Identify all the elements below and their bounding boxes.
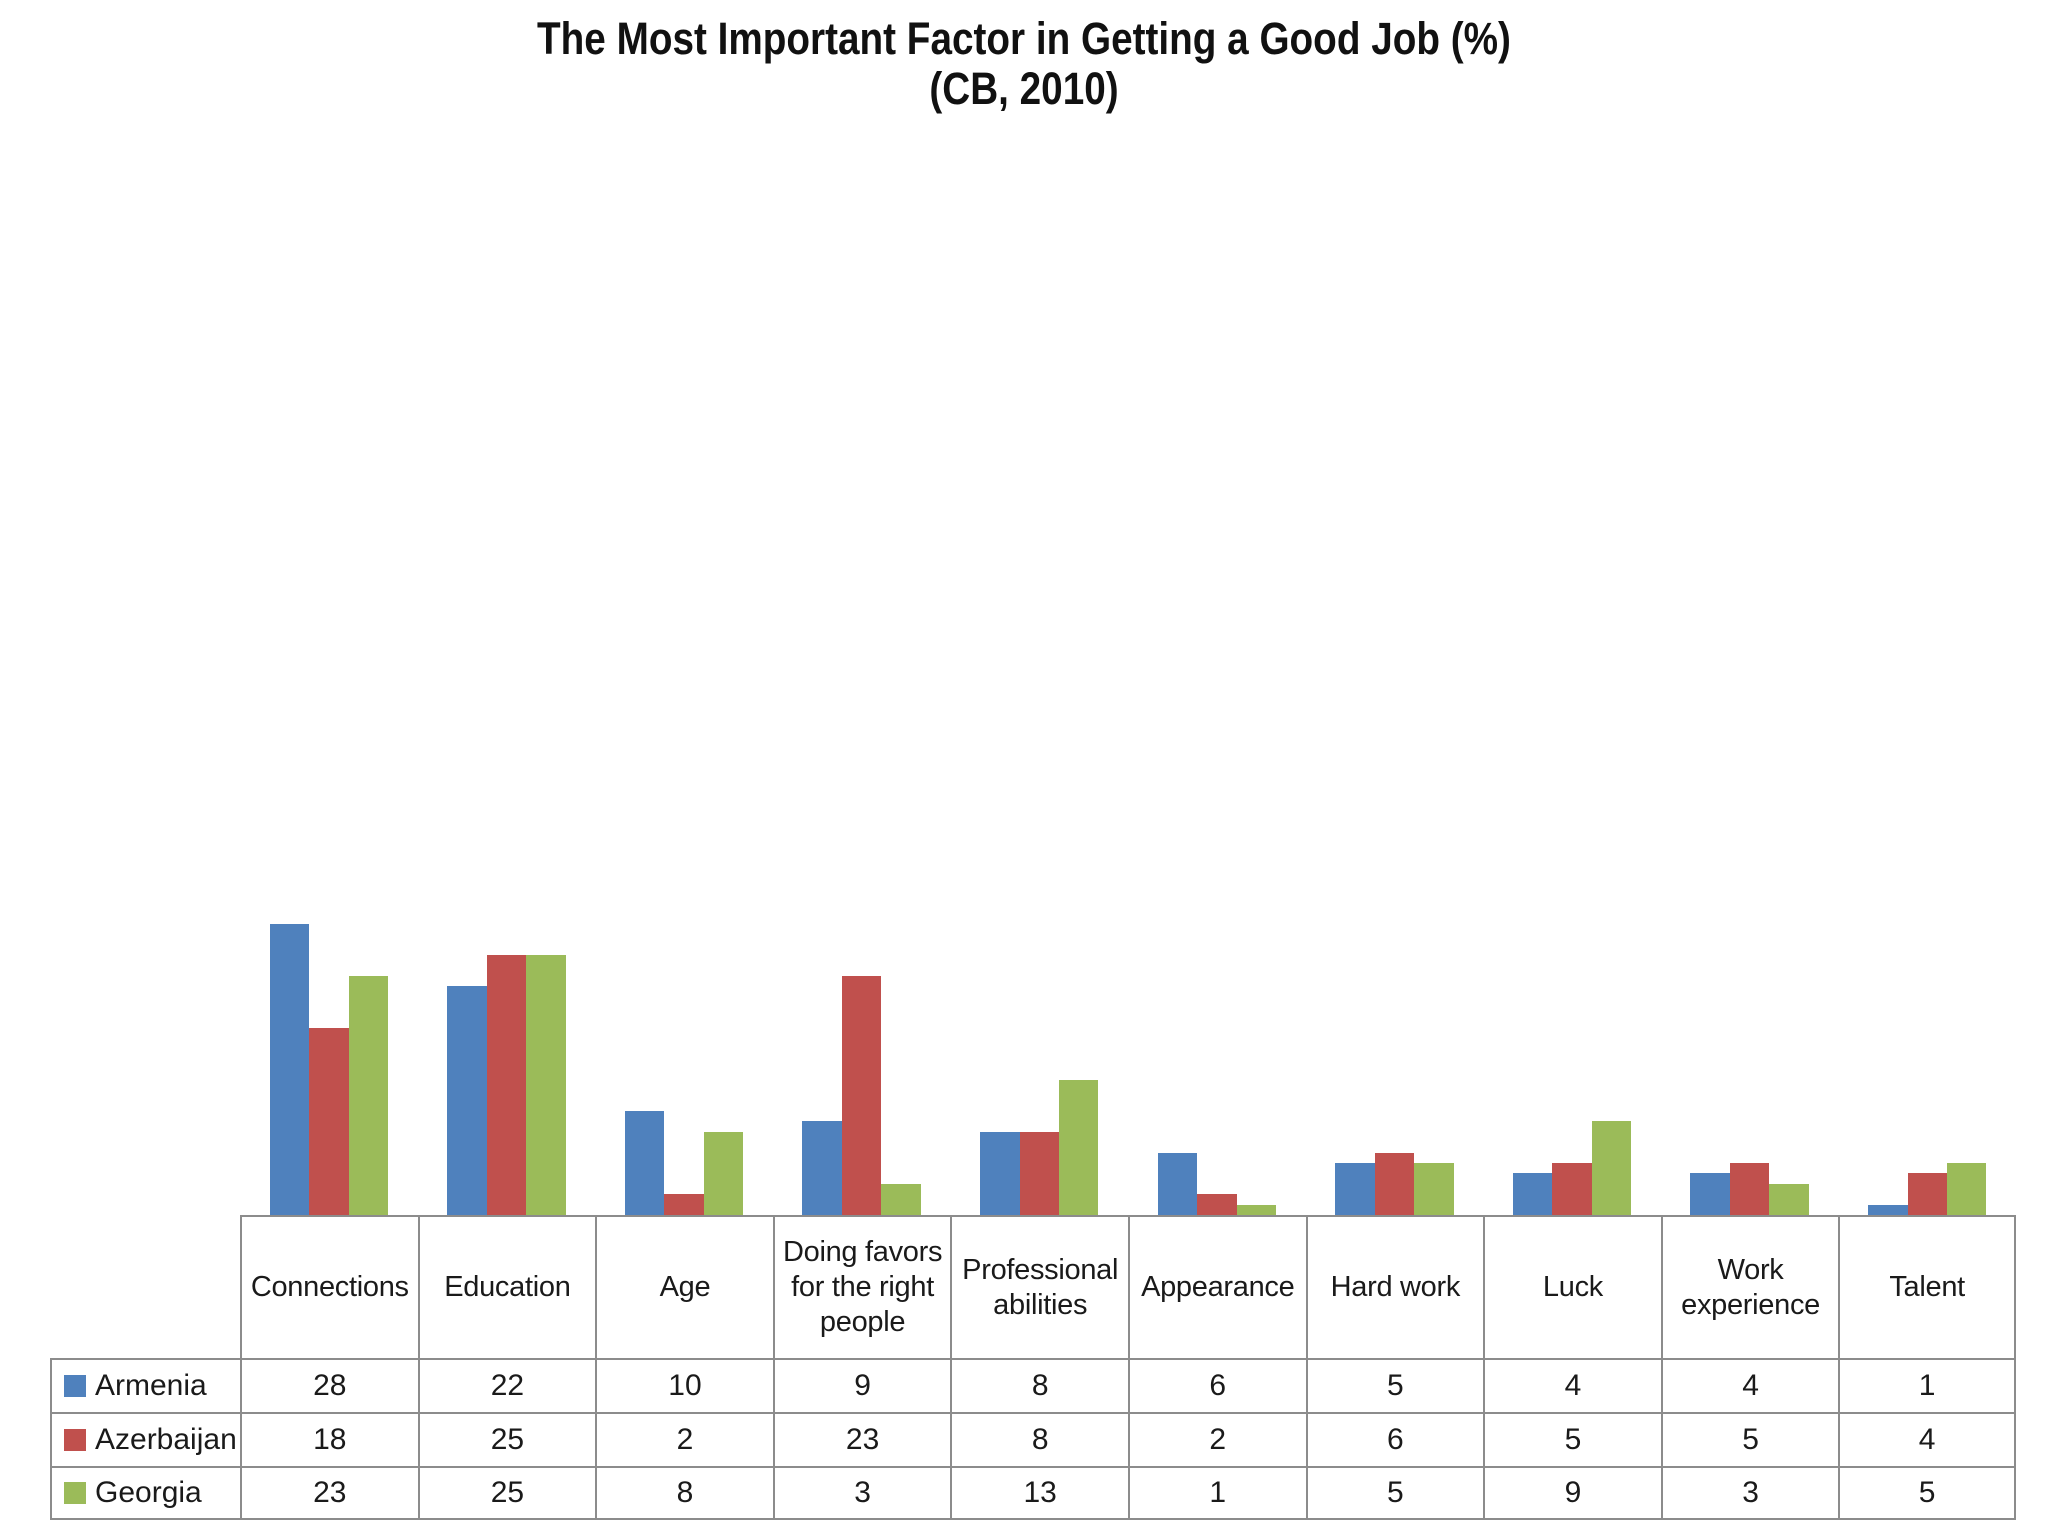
value-azerbaijan-appearance: 2 xyxy=(1127,1412,1306,1466)
bar-azerbaijan-education xyxy=(486,955,527,1215)
bar-azerbaijan-talent xyxy=(1907,1173,1947,1215)
azerbaijan-legend-swatch-icon xyxy=(64,1429,86,1451)
column-header-work-experience: Work experience xyxy=(1660,1215,1839,1358)
bar-azerbaijan-doing-favors-for-the-right-people xyxy=(841,975,882,1215)
value-georgia-luck: 9 xyxy=(1483,1466,1661,1520)
bar-azerbaijan-work-experience xyxy=(1729,1163,1770,1215)
column-header-doing-favors-for-the-right-people: Doing favors for the right people xyxy=(772,1215,951,1358)
bar-georgia-hard-work xyxy=(1414,1163,1454,1215)
bar-georgia-doing-favors-for-the-right-people xyxy=(881,1183,921,1215)
legend-label-armenia: Armenia xyxy=(95,1369,207,1402)
bar-armenia-age xyxy=(624,1111,665,1215)
bar-armenia-talent xyxy=(1868,1204,1908,1215)
bar-azerbaijan-appearance xyxy=(1197,1194,1237,1215)
table-corner-cell xyxy=(50,1215,240,1358)
value-georgia-talent: 5 xyxy=(1838,1466,2016,1520)
bar-georgia-talent xyxy=(1946,1163,1987,1215)
value-armenia-connections: 28 xyxy=(240,1358,418,1412)
bar-armenia-doing-favors-for-the-right-people xyxy=(802,1121,842,1215)
bar-georgia-education xyxy=(526,955,566,1215)
legend-cell-azerbaijan: Azerbaijan xyxy=(50,1412,240,1466)
value-azerbaijan-age: 2 xyxy=(595,1412,773,1466)
bar-azerbaijan-age xyxy=(664,1194,704,1215)
value-georgia-work-experience: 3 xyxy=(1660,1466,1839,1520)
legend-label-georgia: Georgia xyxy=(95,1476,202,1509)
value-azerbaijan-hard-work: 6 xyxy=(1305,1412,1484,1466)
bar-azerbaijan-hard-work xyxy=(1374,1152,1415,1215)
column-header-age: Age xyxy=(595,1215,773,1358)
data-table: Connections Education Age Doing favors for … xyxy=(50,1215,2016,1520)
value-armenia-education: 22 xyxy=(417,1358,596,1412)
chart-title-block: The Most Important Factor in Getting a G… xyxy=(143,14,1904,114)
value-azerbaijan-education: 25 xyxy=(417,1412,596,1466)
legend-cell-armenia: Armenia xyxy=(50,1358,240,1412)
bar-armenia-connections xyxy=(269,923,310,1215)
bar-armenia-professional-abilities xyxy=(980,1131,1020,1215)
value-georgia-age: 8 xyxy=(595,1466,773,1520)
column-header-appearance: Appearance xyxy=(1127,1215,1306,1358)
bar-georgia-connections xyxy=(348,975,388,1215)
value-georgia-education: 25 xyxy=(417,1466,596,1520)
bar-armenia-hard-work xyxy=(1335,1163,1375,1215)
bar-armenia-work-experience xyxy=(1690,1173,1730,1215)
bar-georgia-appearance xyxy=(1236,1204,1276,1215)
value-azerbaijan-luck: 5 xyxy=(1483,1412,1661,1466)
plot-area xyxy=(240,175,2016,1215)
bar-georgia-professional-abilities xyxy=(1058,1079,1099,1215)
column-header-connections: Connections xyxy=(240,1215,418,1358)
value-armenia-doing-favors-for-the-right-people: 9 xyxy=(772,1358,951,1412)
column-header-hard-work: Hard work xyxy=(1305,1215,1484,1358)
bar-azerbaijan-professional-abilities xyxy=(1019,1131,1059,1215)
value-armenia-age: 10 xyxy=(595,1358,773,1412)
bar-georgia-luck xyxy=(1591,1121,1632,1215)
value-azerbaijan-talent: 4 xyxy=(1838,1412,2016,1466)
value-armenia-luck: 4 xyxy=(1483,1358,1661,1412)
bar-georgia-work-experience xyxy=(1769,1183,1809,1215)
value-georgia-hard-work: 5 xyxy=(1305,1466,1484,1520)
value-azerbaijan-work-experience: 5 xyxy=(1660,1412,1839,1466)
georgia-legend-swatch-icon xyxy=(64,1482,86,1504)
value-armenia-talent: 1 xyxy=(1838,1358,2016,1412)
bar-azerbaijan-luck xyxy=(1552,1163,1592,1215)
bar-azerbaijan-connections xyxy=(309,1027,349,1215)
value-armenia-appearance: 6 xyxy=(1127,1358,1306,1412)
value-azerbaijan-doing-favors-for-the-right-people: 23 xyxy=(772,1412,951,1466)
chart-subtitle: (CB, 2010) xyxy=(929,63,1119,114)
value-azerbaijan-connections: 18 xyxy=(240,1412,418,1466)
value-georgia-professional-abilities: 13 xyxy=(950,1466,1128,1520)
bar-armenia-education xyxy=(447,986,487,1215)
value-armenia-work-experience: 4 xyxy=(1660,1358,1839,1412)
column-header-talent: Talent xyxy=(1838,1215,2016,1358)
bar-armenia-appearance xyxy=(1157,1152,1198,1215)
bar-armenia-luck xyxy=(1512,1173,1553,1215)
legend-cell-georgia: Georgia xyxy=(50,1466,240,1520)
column-header-professional-abilities: Professional abilities xyxy=(950,1215,1128,1358)
value-georgia-appearance: 1 xyxy=(1127,1466,1306,1520)
legend-label-azerbaijan: Azerbaijan xyxy=(95,1423,237,1456)
bar-georgia-age xyxy=(703,1131,744,1215)
value-georgia-connections: 23 xyxy=(240,1466,418,1520)
armenia-legend-swatch-icon xyxy=(64,1375,86,1397)
column-header-luck: Luck xyxy=(1483,1215,1661,1358)
value-azerbaijan-professional-abilities: 8 xyxy=(950,1412,1128,1466)
value-armenia-professional-abilities: 8 xyxy=(950,1358,1128,1412)
column-header-education: Education xyxy=(417,1215,596,1358)
value-armenia-hard-work: 5 xyxy=(1305,1358,1484,1412)
value-georgia-doing-favors-for-the-right-people: 3 xyxy=(772,1466,951,1520)
chart-title: The Most Important Factor in Getting a G… xyxy=(537,13,1511,64)
